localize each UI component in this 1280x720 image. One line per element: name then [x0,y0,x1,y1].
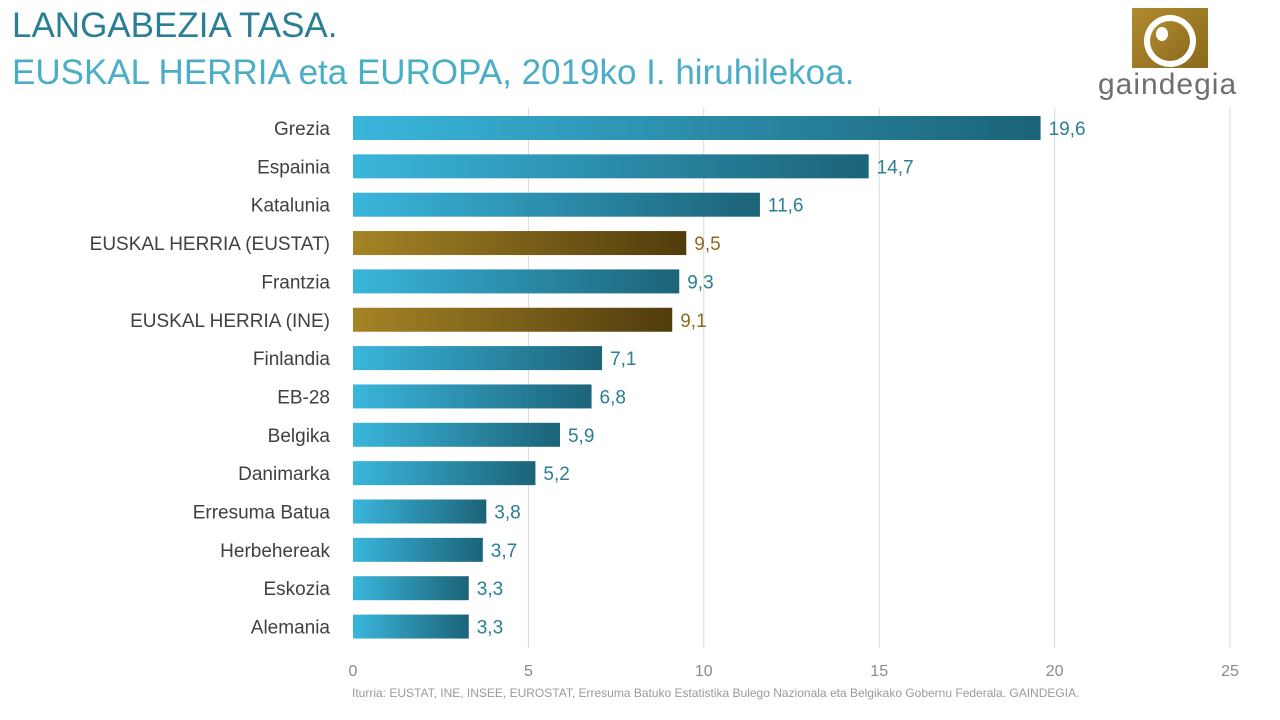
x-tick-label: 10 [695,663,713,680]
bar [353,461,536,486]
logo-highlight [1156,27,1168,41]
category-label: Espainia [257,157,330,178]
data-label: 7,1 [610,349,636,370]
category-label: Katalunia [251,196,331,217]
bar [353,422,560,447]
category-label: Frantzia [261,272,330,293]
category-label: EUSKAL HERRIA (INE) [130,311,330,332]
bar [353,614,469,639]
category-label: Belgika [268,426,331,447]
data-label: 11,6 [768,196,804,217]
category-label: Erresuma Batua [193,503,331,524]
bar [353,192,760,217]
x-tick-label: 0 [349,663,358,680]
data-label: 3,3 [477,618,503,639]
bar [353,231,687,256]
value-labels: 19,6 14,7 11,6 9,5 9,3 9,1 7,1 6,8 5,9 5,2 3,8 3,7 3… [477,119,1086,639]
data-label: 3,7 [491,541,517,562]
bar [353,116,1041,140]
data-label: 3,8 [494,503,520,524]
bar [353,307,673,332]
bars [353,116,1041,639]
category-label: Finlandia [253,349,331,370]
category-label: Herbehereak [220,541,330,562]
x-tick-label: 5 [524,663,533,680]
category-label: Grezia [274,119,330,140]
x-tick-label: 20 [1046,663,1064,680]
x-axis-tick-labels: 0 5 10 15 20 25 [349,663,1239,680]
bar [353,576,469,601]
bar [353,384,592,409]
chart-subtitle: EUSKAL HERRIA eta EUROPA, 2019ko I. hiru… [12,53,855,92]
bar [353,499,487,524]
category-labels: Grezia Espainia Katalunia EUSKAL HERRIA (EU… [90,119,331,639]
category-label: Alemania [251,618,331,639]
title-block: LANGABEZIA TASA. EUSKAL HERRIA eta EUROP… [12,4,854,98]
category-label: Danimarka [238,464,330,485]
gaindegia-logo: gaindegia [1098,8,1237,101]
x-tick-label: 25 [1221,663,1239,680]
data-label: 9,1 [680,311,706,332]
bar [353,537,483,562]
chart-title: LANGABEZIA TASA. [12,6,338,45]
grid-lines [527,108,1231,648]
data-label: 6,8 [600,387,626,408]
category-label: EB-28 [277,387,330,408]
data-label: 9,5 [694,234,720,255]
x-tick-label: 15 [870,663,888,680]
category-label: Eskozia [263,579,330,600]
data-label: 5,2 [543,464,569,485]
data-label: 19,6 [1049,119,1086,140]
bar [353,269,680,294]
data-label: 9,3 [687,272,713,293]
category-label: EUSKAL HERRIA (EUSTAT) [90,234,330,255]
logo-wordmark: gaindegia [1098,68,1237,101]
data-label: 14,7 [877,157,914,178]
bar [353,346,603,371]
data-label: 5,9 [568,426,594,447]
source-note: Iturria: EUSTAT, INE, INSEE, EUROSTAT, E… [352,686,1080,700]
bar [353,154,869,179]
data-label: 3,3 [477,579,503,600]
